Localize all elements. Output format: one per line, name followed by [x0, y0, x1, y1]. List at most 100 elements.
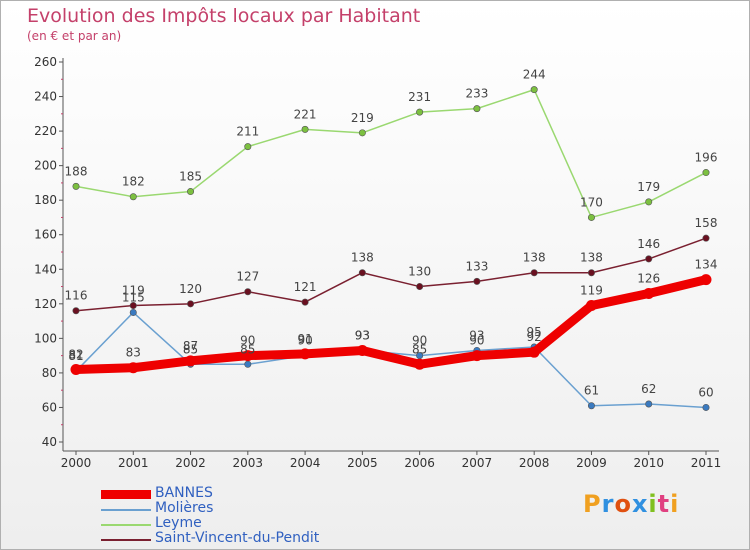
data-point-bannes [585, 300, 597, 312]
data-label-moli-res: 85 [240, 342, 255, 356]
data-label-leyme: 233 [465, 87, 488, 101]
y-tick-label: 40 [42, 435, 57, 449]
data-point-leyme [187, 188, 195, 196]
data-point-bannes [70, 363, 82, 375]
x-tick-label: 2006 [404, 456, 435, 470]
logo-letter: x [631, 490, 649, 518]
x-tick-label: 2005 [347, 456, 378, 470]
x-tick-label: 2008 [519, 456, 550, 470]
y-tick-label: 260 [34, 55, 57, 69]
legend-swatch-bannes [101, 490, 151, 499]
data-label-bannes: 90 [469, 334, 484, 348]
x-tick-label: 2010 [633, 456, 664, 470]
data-point-leyme [587, 213, 595, 221]
data-label-bannes: 119 [580, 284, 603, 298]
data-point-moli-res [645, 400, 653, 408]
data-label-leyme: 182 [122, 175, 145, 189]
data-point-bannes [700, 274, 712, 286]
data-label-saint-vincent-du-pendit: 121 [294, 280, 317, 294]
x-tick-label: 2009 [576, 456, 607, 470]
y-tick-label: 220 [34, 124, 57, 138]
x-tick-label: 2007 [462, 456, 493, 470]
data-point-moli-res [244, 360, 252, 368]
data-label-bannes: 126 [637, 271, 660, 285]
data-label-leyme: 244 [523, 68, 546, 82]
data-point-saint-vincent-du-pendit [129, 302, 137, 310]
data-point-bannes [414, 358, 426, 370]
data-label-saint-vincent-du-pendit: 158 [695, 216, 718, 230]
data-label-moli-res: 90 [297, 334, 312, 348]
data-label-moli-res: 61 [584, 384, 599, 398]
data-label-bannes: 90 [240, 334, 255, 348]
data-label-bannes: 92 [527, 330, 542, 344]
chart-title: Evolution des Impôts locaux par Habitant [27, 5, 421, 27]
data-label-moli-res: 93 [469, 328, 484, 342]
data-point-leyme [645, 198, 653, 206]
data-label-saint-vincent-du-pendit: 127 [236, 270, 259, 284]
data-label-saint-vincent-du-pendit: 138 [580, 251, 603, 265]
series-layer [70, 86, 712, 411]
data-point-leyme [530, 86, 538, 94]
data-point-bannes [643, 287, 655, 299]
data-point-leyme [473, 105, 481, 113]
y-tick-label: 60 [42, 400, 57, 414]
data-labels-layer: 116 119 120 127 121 138 130 133 138 138 146 158 188 1… [65, 68, 718, 400]
data-label-saint-vincent-du-pendit: 133 [465, 259, 488, 273]
y-tick-label: 100 [34, 331, 57, 345]
data-point-bannes [242, 350, 254, 362]
logo-letter: t [657, 490, 671, 518]
data-label-bannes: 83 [126, 346, 141, 360]
data-label-leyme: 179 [637, 180, 660, 194]
x-tick-label: 2004 [290, 456, 321, 470]
proxiti-logo[interactable]: Proxiti [583, 490, 679, 518]
y-tick-label: 160 [34, 228, 57, 242]
data-label-saint-vincent-du-pendit: 138 [523, 251, 546, 265]
data-label-leyme: 185 [179, 170, 202, 184]
data-label-leyme: 196 [695, 151, 718, 165]
data-label-saint-vincent-du-pendit: 138 [351, 251, 374, 265]
logo-letter: P [583, 490, 602, 518]
data-label-leyme: 188 [65, 164, 88, 178]
x-tick-label: 2003 [233, 456, 264, 470]
chart-axes: 40 60 80 100 120 140 160 180 200 220 240 260 2000 200… [34, 55, 721, 470]
logo-letter: r [601, 490, 615, 518]
data-label-moli-res: 62 [641, 382, 656, 396]
data-point-saint-vincent-du-pendit [72, 307, 80, 315]
y-tick-label: 200 [34, 159, 57, 173]
data-point-leyme [702, 169, 710, 177]
data-point-bannes [299, 348, 311, 360]
data-point-bannes [127, 362, 139, 374]
data-point-saint-vincent-du-pendit [358, 269, 366, 277]
x-tick-label: 2001 [118, 456, 149, 470]
line-chart: 40 60 80 100 120 140 160 180 200 220 240 260 2000 200… [34, 55, 721, 470]
data-point-moli-res [587, 402, 595, 410]
data-point-leyme [129, 193, 137, 201]
data-label-saint-vincent-du-pendit: 120 [179, 282, 202, 296]
data-point-saint-vincent-du-pendit [530, 269, 538, 277]
y-tick-label: 180 [34, 193, 57, 207]
logo-letter: o [614, 490, 632, 518]
data-label-moli-res: 85 [183, 342, 198, 356]
data-point-saint-vincent-du-pendit [187, 300, 195, 308]
data-label-bannes: 87 [183, 339, 198, 353]
data-point-saint-vincent-du-pendit [702, 234, 710, 242]
y-tick-label: 140 [34, 262, 57, 276]
data-label-moli-res: 90 [412, 334, 427, 348]
data-label-saint-vincent-du-pendit: 130 [408, 265, 431, 279]
data-point-saint-vincent-du-pendit [301, 298, 309, 306]
data-label-moli-res: 95 [527, 325, 542, 339]
data-label-moli-res: 60 [698, 385, 713, 399]
data-point-saint-vincent-du-pendit [587, 269, 595, 277]
legend-label-molieres: Molières [155, 500, 214, 516]
data-point-leyme [72, 182, 80, 190]
data-point-leyme [301, 125, 309, 133]
data-label-bannes: 93 [355, 328, 370, 342]
data-label-moli-res: 115 [122, 290, 145, 304]
series-line-bannes [71, 275, 711, 374]
data-point-leyme [244, 143, 252, 151]
legend-swatch-molieres [101, 509, 151, 511]
x-tick-label: 2000 [61, 456, 92, 470]
data-point-saint-vincent-du-pendit [244, 288, 252, 296]
series-line-saint-vincent-du-pendit [75, 237, 707, 312]
data-point-saint-vincent-du-pendit [416, 283, 424, 291]
